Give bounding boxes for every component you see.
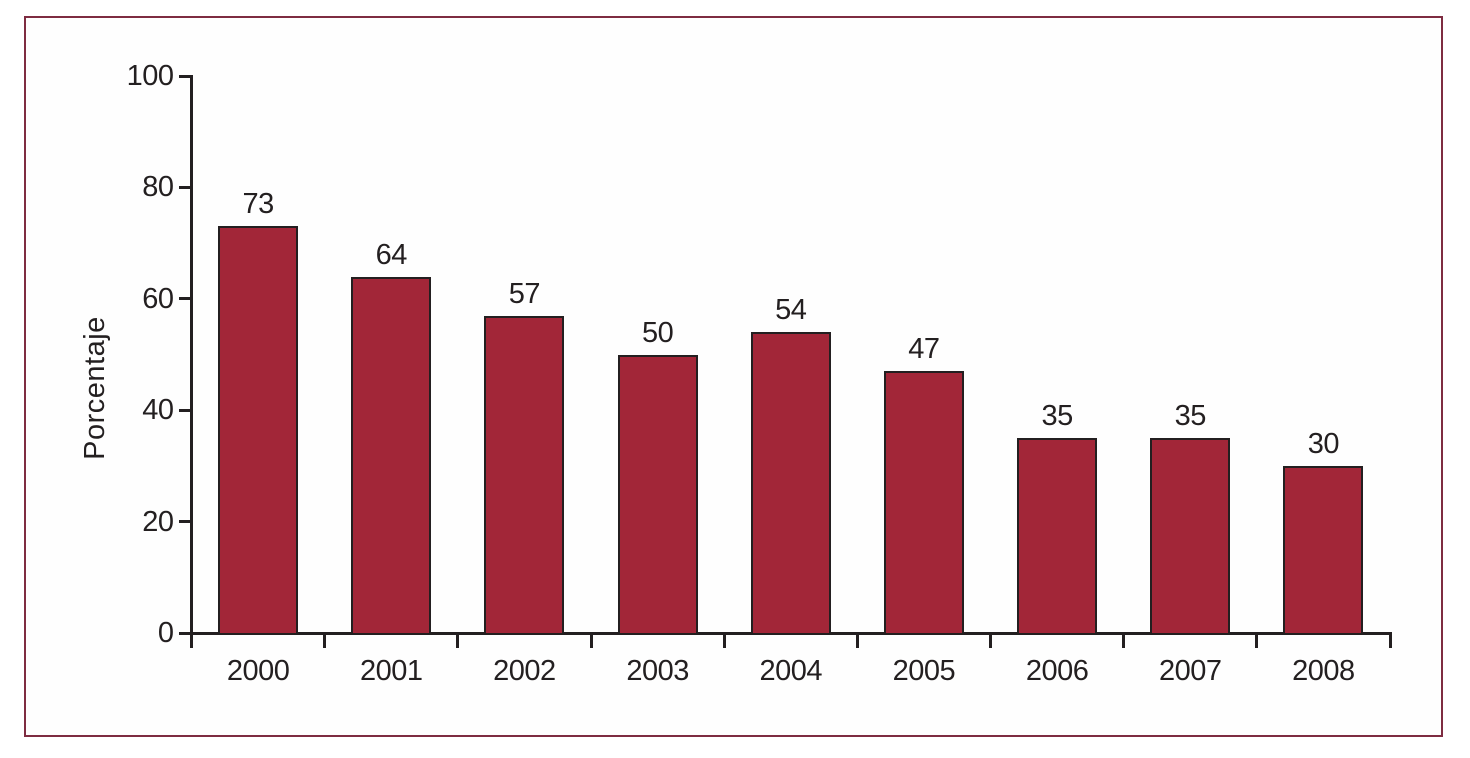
y-axis-tick-label: 60	[142, 282, 174, 315]
y-axis-tick-label: 20	[142, 505, 174, 538]
x-axis-tick	[456, 634, 460, 648]
y-axis-tick	[178, 408, 192, 412]
bar-2006	[1017, 438, 1098, 633]
x-axis-tick-label: 2000	[226, 655, 290, 687]
bar-value-label: 50	[641, 316, 674, 349]
bar-2005	[883, 371, 964, 633]
y-axis-line	[190, 75, 193, 635]
bar-2003	[617, 354, 698, 633]
y-axis-tick	[178, 631, 192, 635]
x-axis-tick	[989, 634, 992, 648]
bar-2008	[1283, 465, 1364, 633]
bar-2000	[218, 226, 299, 633]
y-axis-tick-label: 80	[142, 171, 174, 204]
bar-value-label: 47	[908, 333, 940, 366]
bar-2001	[351, 276, 432, 633]
x-axis-tick	[722, 634, 726, 648]
x-axis-tick	[1388, 634, 1392, 648]
y-axis-tick	[178, 520, 192, 524]
bar-value-label: 35	[1041, 400, 1073, 433]
x-axis-tick	[1255, 634, 1259, 648]
x-axis-line	[190, 631, 1392, 635]
x-axis-tick-label: 2005	[892, 655, 956, 687]
y-axis-tick-label: 40	[142, 394, 174, 427]
bar-value-label: 73	[242, 188, 274, 221]
x-axis-tick	[190, 634, 193, 648]
bar-value-label: 64	[375, 238, 408, 271]
x-axis-tick	[589, 634, 593, 648]
bar-value-label: 54	[775, 294, 807, 327]
y-axis-tick	[178, 74, 192, 78]
bar-2004	[750, 332, 831, 633]
y-axis-tick	[178, 297, 192, 301]
bar-2007	[1150, 438, 1231, 633]
x-axis-tick-label: 2008	[1292, 655, 1355, 687]
x-axis-tick	[855, 634, 859, 648]
x-axis-tick	[323, 634, 327, 648]
x-axis-tick-label: 2002	[493, 655, 556, 687]
x-axis-tick-label: 2003	[626, 655, 689, 687]
y-axis-tick	[178, 185, 192, 189]
bar-value-label: 30	[1307, 427, 1340, 460]
x-axis-tick-label: 2006	[1025, 655, 1089, 687]
x-axis-tick	[1122, 634, 1126, 648]
x-axis-tick-label: 2004	[759, 655, 822, 687]
bar-value-label: 57	[508, 277, 541, 310]
x-axis-tick-label: 2007	[1158, 655, 1222, 687]
bar-2002	[484, 315, 565, 633]
y-axis-tick-label: 0	[157, 617, 174, 649]
x-axis-tick-label: 2001	[359, 655, 423, 687]
bar-value-label: 35	[1174, 400, 1207, 433]
y-axis-tick-label: 100	[126, 60, 174, 92]
